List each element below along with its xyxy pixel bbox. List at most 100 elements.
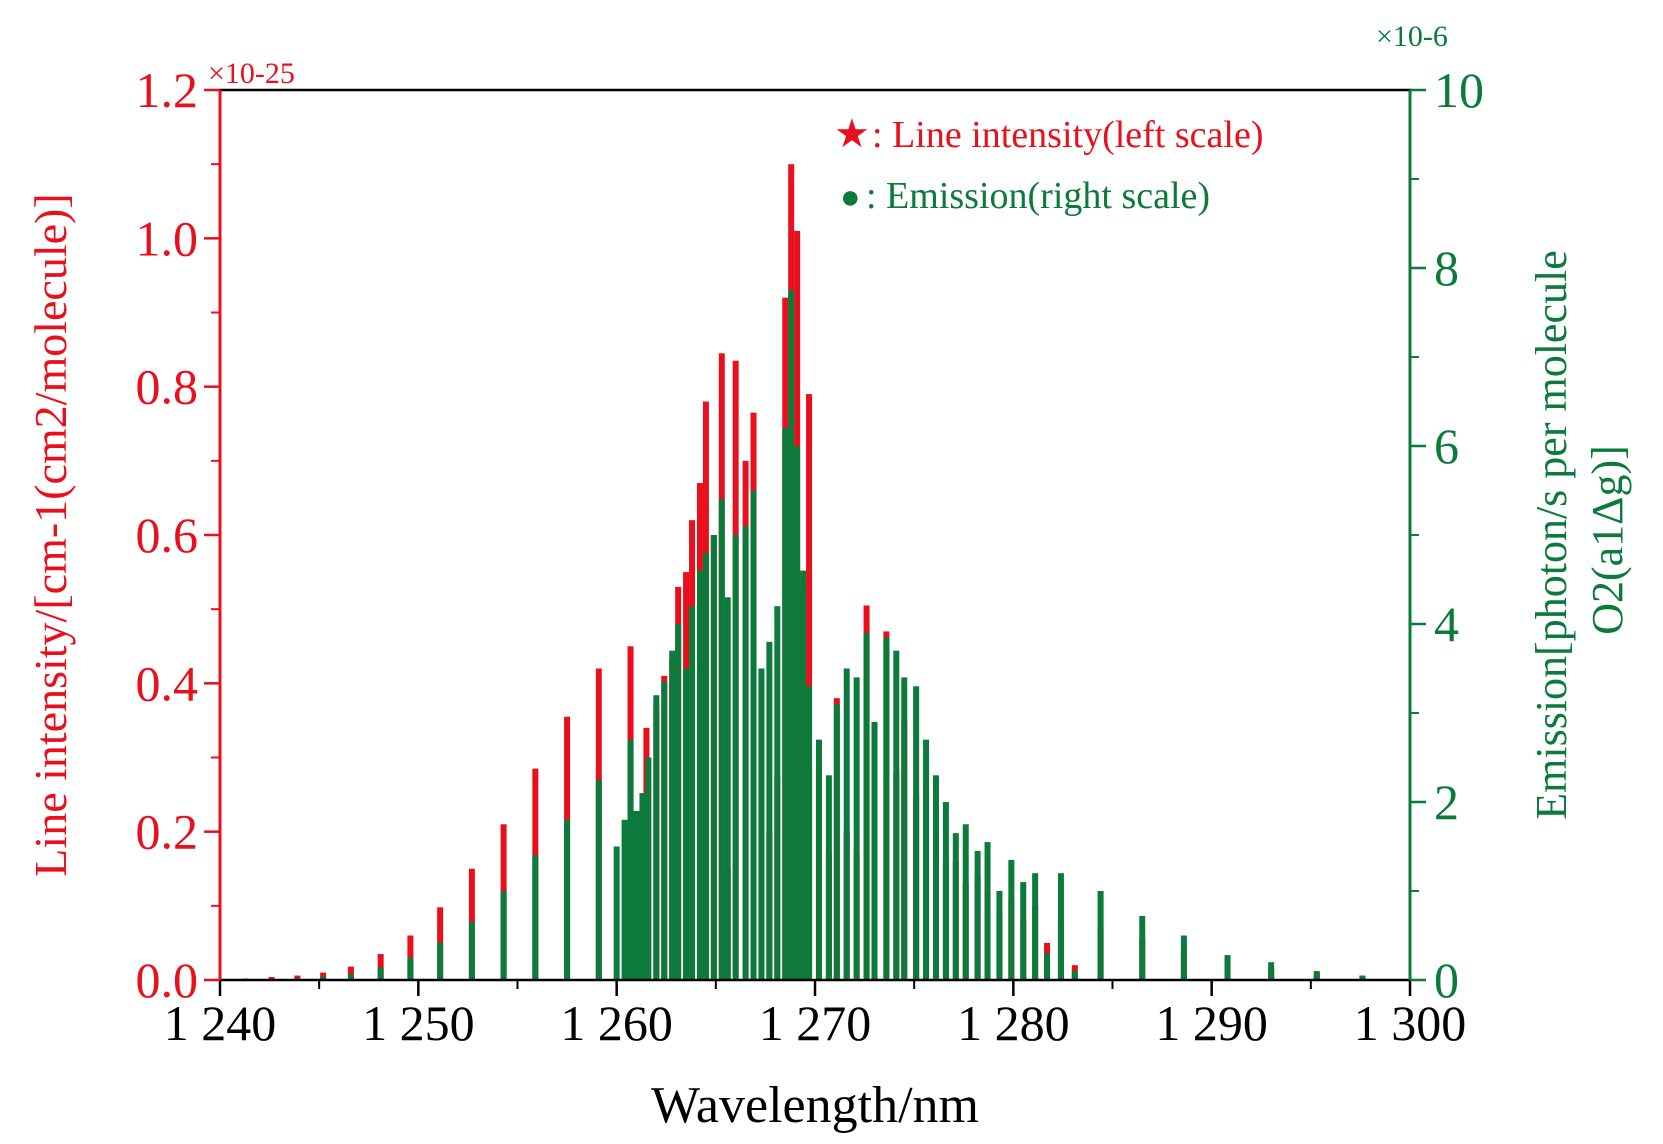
emission-bar [853, 677, 860, 980]
emission-bar [532, 855, 539, 980]
line-intensity-bar [377, 954, 384, 980]
right-tick-label: 4 [1434, 596, 1459, 652]
emission-bar [800, 570, 807, 980]
emission-bar [407, 957, 414, 980]
right-axis-ticks: 0 2 4 6 8 10 [1410, 62, 1484, 1008]
emission-bar [595, 779, 602, 980]
x-tick-label: 1 240 [164, 995, 277, 1051]
emission-bar [742, 526, 749, 980]
emission-bar [724, 597, 731, 980]
emission-bar [833, 704, 840, 980]
right-tick-label: 0 [1434, 952, 1459, 1008]
emission-bar [974, 850, 981, 980]
right-axis-label-line2: O2(a1Δg)] [1583, 445, 1632, 635]
emission-bar [1268, 962, 1275, 980]
plot-frame [218, 88, 1412, 982]
emission-bar [1180, 935, 1187, 980]
left-axis-label: Line intensity/[cm-1(cm2/molecule)] [25, 193, 76, 876]
emission-bar [788, 290, 795, 980]
x-tick-label: 1 270 [759, 995, 872, 1051]
legend-marker-emission: ● [840, 179, 861, 216]
emission-bar [962, 824, 969, 980]
right-tick-label: 10 [1434, 62, 1484, 118]
emission-bar [1224, 955, 1231, 980]
x-tick-label: 1 290 [1155, 995, 1268, 1051]
left-tick-label: 1.0 [136, 210, 199, 266]
emission-bar [702, 552, 709, 980]
line-intensity-bar [294, 975, 301, 980]
x-tick-label: 1 300 [1354, 995, 1467, 1051]
emission-bar [750, 490, 757, 980]
emission-bar [871, 721, 878, 980]
emission-bar [984, 842, 991, 980]
emission-bar [883, 637, 890, 980]
emission-bar [825, 775, 832, 980]
emission-bar [696, 570, 703, 980]
emission-bar [794, 446, 801, 980]
emission-bar [500, 891, 507, 980]
x-tick-label: 1 250 [362, 995, 475, 1051]
emission-bar [758, 668, 765, 980]
emission-bar [320, 976, 327, 980]
left-axis-ticks: 0.0 0.2 0.4 0.6 0.8 1.0 1.2 [136, 62, 220, 1008]
left-multiplier: ×10-25 [208, 57, 295, 90]
emission-bar [1044, 953, 1051, 980]
emission-bar [653, 695, 660, 980]
emission-bar [893, 650, 900, 980]
legend-label-line-intensity: : Line intensity(left scale) [872, 114, 1263, 156]
emission-bar [732, 535, 739, 980]
emission-bar [1359, 975, 1366, 980]
emission-bar [901, 677, 908, 980]
emission-bar [633, 810, 640, 980]
emission-bar [645, 757, 652, 980]
right-tick-label: 8 [1434, 240, 1459, 296]
emission-bar [996, 891, 1003, 980]
emission-bar [1020, 882, 1027, 980]
emission-bar [710, 535, 717, 980]
emission-bar [952, 833, 959, 980]
line-intensity-bar [268, 977, 275, 980]
emission-bar [1032, 873, 1039, 980]
emission-bar [1071, 971, 1078, 980]
line-intensity-bar [347, 966, 354, 980]
x-axis-label: Wavelength/nm [651, 1077, 979, 1134]
emission-bar [627, 739, 634, 980]
right-axis-label-line1: Emission[photon/s per molecule [1527, 250, 1576, 819]
emission-bar [774, 606, 781, 980]
emission-bar [669, 650, 676, 980]
emission-bar [942, 802, 949, 980]
left-tick-label: 0.2 [136, 804, 199, 860]
emission-bar [613, 846, 620, 980]
right-multiplier: ×10-6 [1376, 20, 1448, 53]
emission-bar [766, 641, 773, 980]
emission-bar [1008, 859, 1015, 980]
x-tick-label: 1 260 [560, 995, 673, 1051]
emission-bar [661, 681, 668, 980]
left-tick-label: 1.2 [136, 62, 199, 118]
emission-bar [1057, 873, 1064, 980]
emission-bar [468, 922, 475, 980]
legend: ★ : Line intensity(left scale) ● : Emiss… [834, 111, 1263, 217]
x-axis-ticks: 1 240 1 250 1 260 1 270 1 280 1 290 1 300 [164, 980, 1467, 1051]
left-tick-label: 0.6 [136, 507, 199, 563]
emission-bar [843, 668, 850, 980]
emission-bar [718, 499, 725, 980]
emission-bar [863, 632, 870, 980]
emission-bar [782, 428, 789, 980]
left-tick-label: 0.0 [136, 952, 199, 1008]
left-tick-label: 0.4 [136, 655, 199, 711]
emission-bar [689, 606, 696, 980]
emission-bar [675, 624, 682, 980]
emission-bar [1313, 971, 1320, 980]
emission-bar [437, 942, 444, 980]
emission-bar [815, 739, 822, 980]
emission-bar [932, 775, 939, 980]
emission-bar [1097, 891, 1104, 980]
x-tick-label: 1 280 [957, 995, 1070, 1051]
legend-marker-line-intensity: ★ [834, 111, 870, 156]
line-intensity-bar [320, 972, 327, 980]
left-tick-label: 0.8 [136, 359, 199, 415]
emission-bar [923, 739, 930, 980]
emission-bar [621, 819, 628, 980]
